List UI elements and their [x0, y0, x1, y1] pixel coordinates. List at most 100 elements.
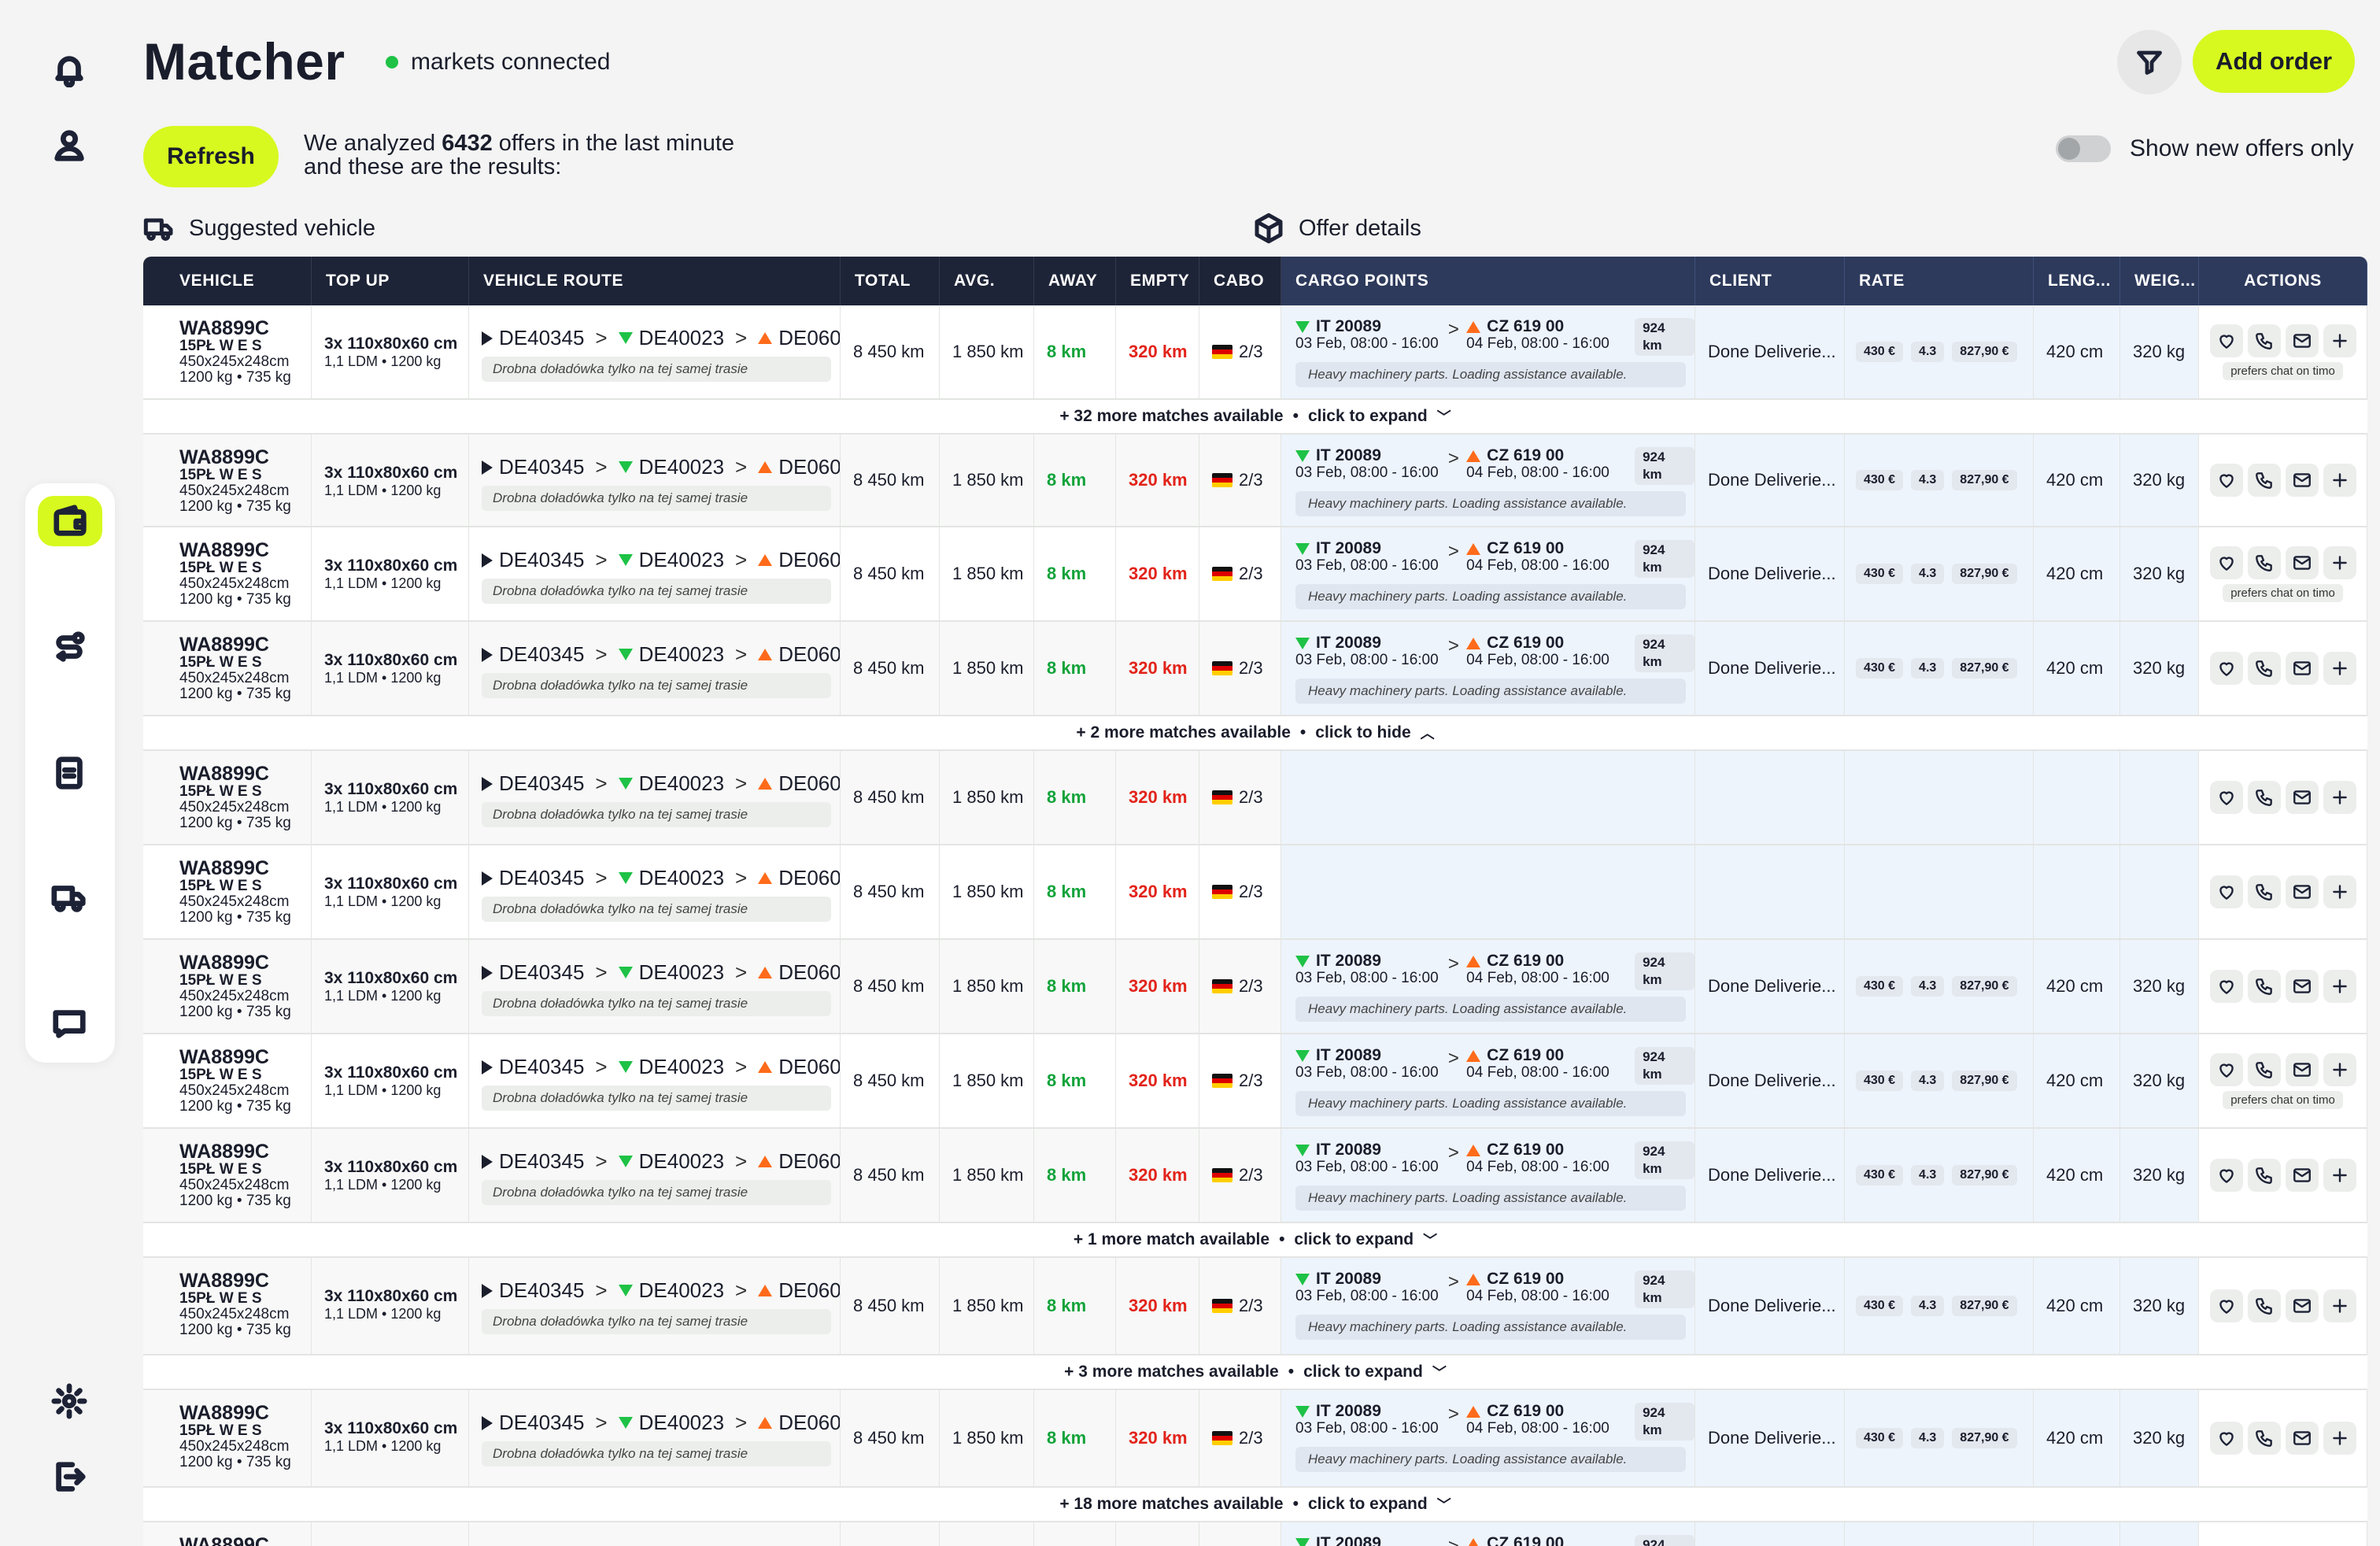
- filter-button[interactable]: [2117, 30, 2182, 94]
- table-row[interactable]: WA8899C 15PŁ W E S 450x245x248cm 1200 kg…: [143, 435, 2367, 527]
- heart-button[interactable]: [2209, 1422, 2243, 1455]
- mail-button[interactable]: [2285, 546, 2319, 579]
- vehicle-plate[interactable]: WA8899C: [179, 634, 269, 656]
- table-row[interactable]: WA8899C 15PŁ W E S 450x245x248cm 1200 kg…: [143, 1522, 2367, 1546]
- heart-button[interactable]: [2209, 970, 2243, 1003]
- table-row[interactable]: WA8899C 15PŁ W E S 450x245x248cm 1200 kg…: [143, 1129, 2367, 1223]
- heart-button[interactable]: [2209, 546, 2243, 579]
- more-matches-bar[interactable]: + 2 more matches available • click to hi…: [143, 716, 2367, 751]
- col-client[interactable]: CLIENT: [1695, 257, 1845, 305]
- heart-button[interactable]: [2209, 324, 2243, 357]
- gear-icon[interactable]: [38, 1370, 101, 1433]
- client-name[interactable]: Done Deliverie...: [1708, 1296, 1836, 1315]
- table-row[interactable]: WA8899C 15PŁ W E S 450x245x248cm 1200 kg…: [143, 527, 2367, 622]
- phone-button[interactable]: [2247, 1052, 2281, 1086]
- client-name[interactable]: Done Deliverie...: [1708, 564, 1836, 583]
- vehicle-plate[interactable]: WA8899C: [179, 317, 269, 339]
- client-name[interactable]: Done Deliverie...: [1708, 1165, 1836, 1185]
- logout-icon[interactable]: [38, 1445, 101, 1508]
- col-away[interactable]: AWAY: [1034, 257, 1116, 305]
- plus-button[interactable]: [2323, 875, 2356, 908]
- mail-button[interactable]: [2285, 781, 2319, 814]
- mail-button[interactable]: [2285, 1159, 2319, 1192]
- heart-button[interactable]: [2209, 1289, 2243, 1322]
- phone-button[interactable]: [2247, 970, 2281, 1003]
- more-matches-bar[interactable]: + 18 more matches available • click to e…: [143, 1488, 2367, 1522]
- table-row[interactable]: WA8899C 15PŁ W E S 450x245x248cm 1200 kg…: [143, 622, 2367, 716]
- new-offers-toggle[interactable]: [2056, 135, 2111, 162]
- table-row[interactable]: WA8899C 15PŁ W E S 450x245x248cm 1200 kg…: [143, 940, 2367, 1034]
- client-name[interactable]: Done Deliverie...: [1708, 976, 1836, 996]
- table-row[interactable]: WA8899C 15PŁ W E S 450x245x248cm 1200 kg…: [143, 305, 2367, 400]
- phone-button[interactable]: [2247, 652, 2281, 685]
- heart-button[interactable]: [2209, 464, 2243, 497]
- mail-button[interactable]: [2285, 970, 2319, 1003]
- table-row[interactable]: WA8899C 15PŁ W E S 450x245x248cm 1200 kg…: [143, 1034, 2367, 1129]
- col-weight[interactable]: WEIG...: [2120, 257, 2199, 305]
- mail-button[interactable]: [2285, 464, 2319, 497]
- col-empty[interactable]: EMPTY: [1116, 257, 1199, 305]
- wallet-icon[interactable]: [38, 496, 102, 546]
- more-matches-action[interactable]: click to hide: [1315, 723, 1411, 742]
- plus-button[interactable]: [2323, 324, 2356, 357]
- client-name[interactable]: Done Deliverie...: [1708, 1428, 1836, 1448]
- phone-button[interactable]: [2247, 1159, 2281, 1192]
- more-matches-action[interactable]: click to expand: [1307, 407, 1428, 425]
- plus-button[interactable]: [2323, 1422, 2356, 1455]
- heart-button[interactable]: [2209, 1052, 2243, 1086]
- mail-button[interactable]: [2285, 324, 2319, 357]
- heart-button[interactable]: [2209, 652, 2243, 685]
- table-row[interactable]: WA8899C 15PŁ W E S 450x245x248cm 1200 kg…: [143, 751, 2367, 845]
- more-matches-action[interactable]: click to expand: [1294, 1230, 1414, 1248]
- mail-button[interactable]: [2285, 652, 2319, 685]
- refresh-button[interactable]: Refresh: [143, 126, 279, 187]
- plus-button[interactable]: [2323, 1159, 2356, 1192]
- vehicle-plate[interactable]: WA8899C: [179, 1046, 269, 1068]
- col-length[interactable]: LENG...: [2034, 257, 2120, 305]
- vehicle-plate[interactable]: WA8899C: [179, 952, 269, 974]
- plus-button[interactable]: [2323, 1052, 2356, 1086]
- phone-button[interactable]: [2247, 546, 2281, 579]
- client-name[interactable]: Done Deliverie...: [1708, 342, 1836, 361]
- more-matches-bar[interactable]: + 1 more match available • click to expa…: [143, 1223, 2367, 1258]
- client-name[interactable]: Done Deliverie...: [1708, 658, 1836, 678]
- chat-icon[interactable]: [38, 992, 101, 1055]
- client-name[interactable]: Done Deliverie...: [1708, 1071, 1836, 1090]
- plus-button[interactable]: [2323, 781, 2356, 814]
- vehicle-plate[interactable]: WA8899C: [179, 1270, 269, 1292]
- table-row[interactable]: WA8899C 15PŁ W E S 450x245x248cm 1200 kg…: [143, 1258, 2367, 1356]
- phone-button[interactable]: [2247, 875, 2281, 908]
- truck-icon[interactable]: [38, 866, 101, 929]
- col-cabo[interactable]: CABO: [1199, 257, 1281, 305]
- mail-button[interactable]: [2285, 1422, 2319, 1455]
- col-topup[interactable]: TOP UP: [312, 257, 469, 305]
- col-route[interactable]: VEHICLE ROUTE: [469, 257, 841, 305]
- mail-button[interactable]: [2285, 1289, 2319, 1322]
- col-avg[interactable]: AVG.: [940, 257, 1034, 305]
- mail-button[interactable]: [2285, 875, 2319, 908]
- vehicle-plate[interactable]: WA8899C: [179, 857, 269, 879]
- heart-button[interactable]: [2209, 875, 2243, 908]
- heart-button[interactable]: [2209, 781, 2243, 814]
- more-matches-bar[interactable]: + 32 more matches available • click to e…: [143, 400, 2367, 435]
- table-row[interactable]: WA8899C 15PŁ W E S 450x245x248cm 1200 kg…: [143, 1390, 2367, 1488]
- table-row[interactable]: WA8899C 15PŁ W E S 450x245x248cm 1200 kg…: [143, 845, 2367, 940]
- heart-button[interactable]: [2209, 1159, 2243, 1192]
- client-name[interactable]: Done Deliverie...: [1708, 470, 1836, 490]
- phone-button[interactable]: [2247, 464, 2281, 497]
- col-cargo-points[interactable]: CARGO POINTS: [1281, 257, 1695, 305]
- phone-button[interactable]: [2247, 1289, 2281, 1322]
- plus-button[interactable]: [2323, 546, 2356, 579]
- phone-button[interactable]: [2247, 324, 2281, 357]
- bell-icon[interactable]: [38, 38, 101, 101]
- plus-button[interactable]: [2323, 464, 2356, 497]
- col-vehicle[interactable]: VEHICLE: [143, 257, 312, 305]
- more-matches-action[interactable]: click to expand: [1303, 1363, 1423, 1381]
- user-icon[interactable]: [38, 113, 101, 176]
- phone-button[interactable]: [2247, 1422, 2281, 1455]
- vehicle-plate[interactable]: WA8899C: [179, 1402, 269, 1424]
- phone-button[interactable]: [2247, 781, 2281, 814]
- plus-button[interactable]: [2323, 652, 2356, 685]
- plus-button[interactable]: [2323, 1289, 2356, 1322]
- more-matches-bar[interactable]: + 3 more matches available • click to ex…: [143, 1356, 2367, 1390]
